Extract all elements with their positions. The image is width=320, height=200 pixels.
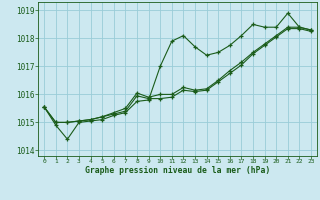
X-axis label: Graphe pression niveau de la mer (hPa): Graphe pression niveau de la mer (hPa)	[85, 166, 270, 175]
